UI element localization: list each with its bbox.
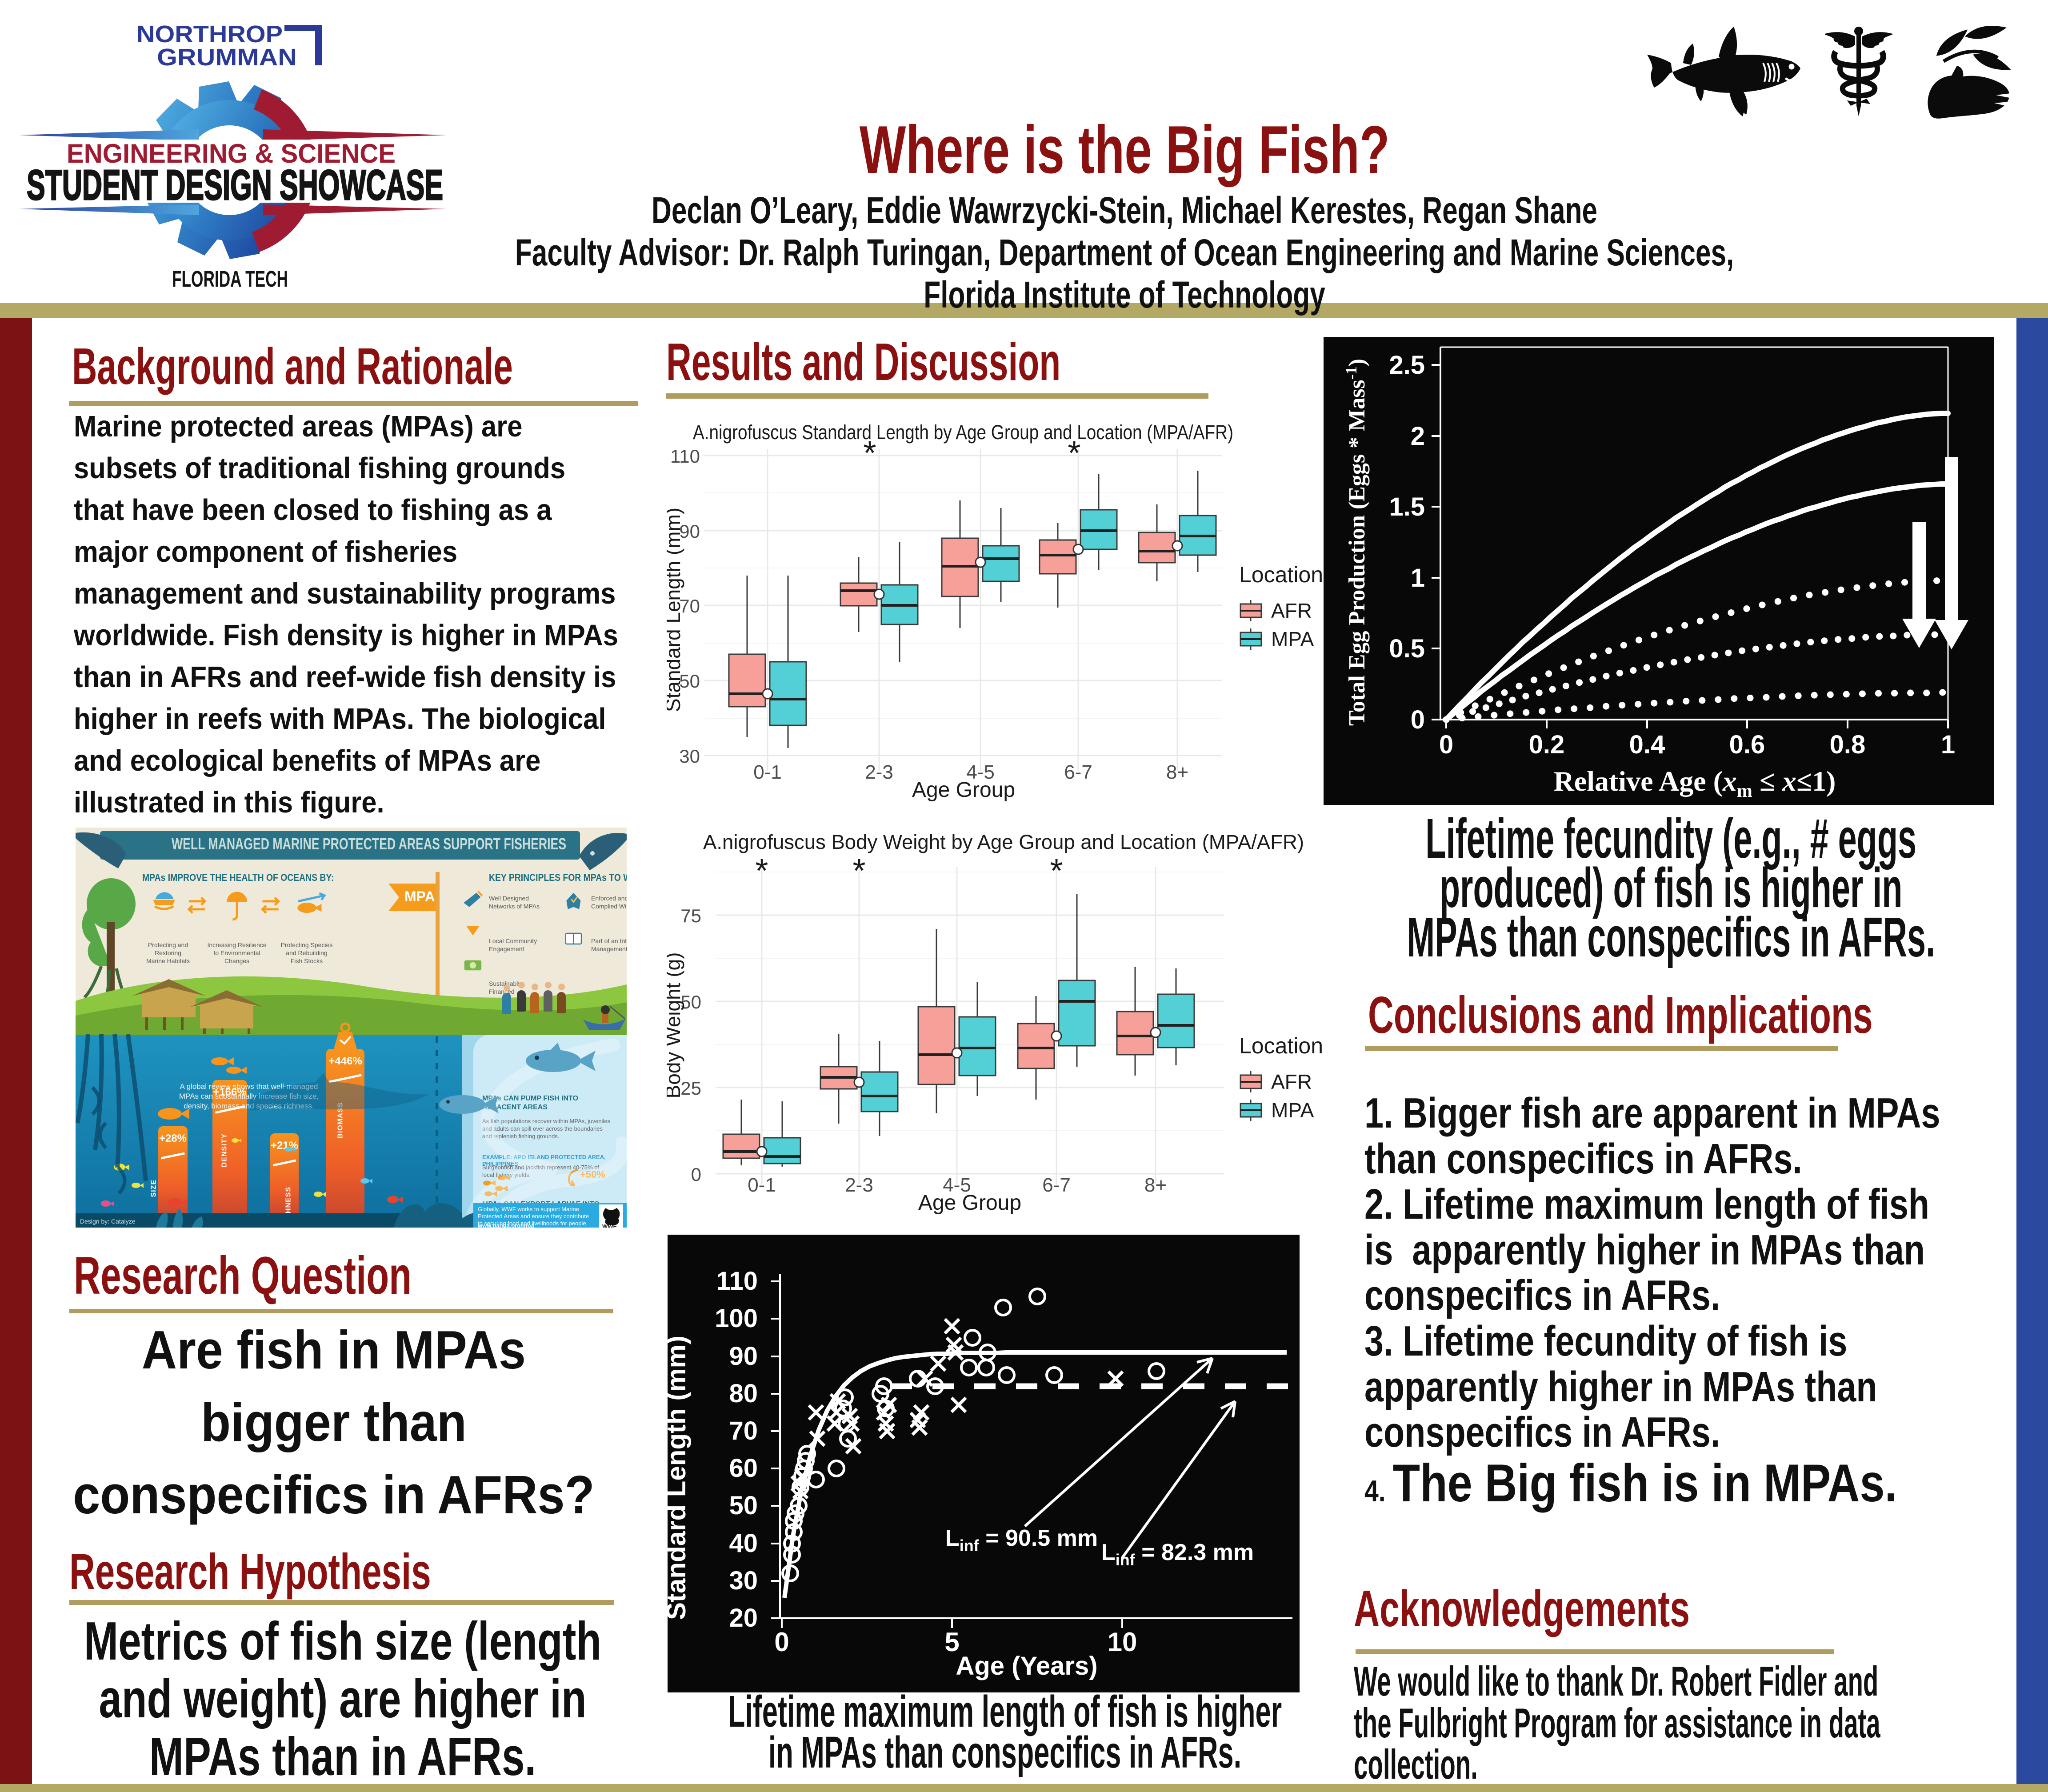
svg-text:*: * (852, 852, 865, 889)
svg-text:2-3: 2-3 (865, 761, 893, 783)
svg-text:Standard Length (mm): Standard Length (mm) (667, 508, 684, 712)
svg-text:100: 100 (715, 1304, 758, 1333)
svg-text:75: 75 (680, 905, 701, 926)
svg-text:2-3: 2-3 (845, 1174, 873, 1196)
svg-text:6-7: 6-7 (1042, 1174, 1071, 1196)
svg-text:NORTHROP: NORTHROP (136, 21, 283, 48)
svg-text:90: 90 (729, 1342, 758, 1371)
svg-text:A.nigrofuscus Standard Length: A.nigrofuscus Standard Length by Age Gro… (693, 421, 1233, 444)
svg-text:50: 50 (680, 992, 701, 1012)
svg-text:0.4: 0.4 (1629, 730, 1665, 759)
svg-text:4-5: 4-5 (943, 1174, 971, 1196)
svg-text:8+: 8+ (1166, 761, 1188, 783)
svg-text:70: 70 (679, 596, 700, 616)
svg-text:AFR: AFR (1271, 599, 1312, 622)
svg-text:ENGINEERING & SCIENCE: ENGINEERING & SCIENCE (67, 139, 396, 168)
svg-text:90: 90 (679, 521, 700, 542)
svg-text:110: 110 (716, 1267, 758, 1296)
svg-text:0.2: 0.2 (1529, 730, 1565, 759)
svg-text:0: 0 (1439, 730, 1453, 759)
svg-text:0.6: 0.6 (1729, 730, 1765, 759)
svg-text:Standard Length (mm): Standard Length (mm) (668, 1336, 691, 1620)
svg-text:50: 50 (679, 671, 700, 692)
svg-text:Body Weight (g): Body Weight (g) (667, 952, 684, 1099)
svg-text:Linf = 82.3 mm: Linf = 82.3 mm (1101, 1540, 1254, 1569)
svg-text:Location: Location (1239, 1033, 1323, 1058)
svg-text:*: * (755, 852, 768, 889)
svg-text:80: 80 (729, 1379, 758, 1408)
svg-text:0.5: 0.5 (1389, 634, 1425, 663)
svg-text:WWF: WWF (602, 1223, 617, 1228)
svg-text:0: 0 (1411, 705, 1425, 734)
svg-text:0: 0 (774, 1627, 789, 1657)
svg-text:20: 20 (729, 1604, 758, 1632)
svg-text:30: 30 (679, 746, 700, 767)
svg-text:*: * (863, 434, 876, 472)
svg-text:5: 5 (944, 1627, 959, 1657)
svg-text:*: * (1068, 434, 1080, 472)
svg-text:110: 110 (670, 446, 700, 467)
svg-text:A.nigrofuscus Body Weight by A: A.nigrofuscus Body Weight by Age Group a… (703, 831, 1304, 853)
svg-text:Age Group: Age Group (912, 778, 1015, 802)
svg-text:25: 25 (680, 1078, 701, 1099)
svg-text:0.8: 0.8 (1830, 730, 1866, 759)
svg-text:0-1: 0-1 (748, 1174, 776, 1196)
svg-text:0-1: 0-1 (753, 761, 782, 783)
svg-text:4-5: 4-5 (966, 761, 995, 783)
svg-text:1: 1 (1941, 730, 1955, 759)
svg-text:Relative Age (xm ≤ x≤1): Relative Age (xm ≤ x≤1) (1554, 765, 1836, 801)
svg-text:10: 10 (1108, 1627, 1137, 1657)
svg-text:*: * (1050, 852, 1063, 889)
svg-text:60: 60 (729, 1454, 758, 1483)
svg-text:MPA: MPA (1271, 628, 1314, 651)
svg-text:1.5: 1.5 (1389, 492, 1425, 521)
svg-text:1: 1 (1411, 564, 1425, 592)
svg-text:40: 40 (729, 1529, 758, 1558)
svg-text:70: 70 (729, 1416, 758, 1445)
svg-text:MPA: MPA (404, 888, 435, 904)
svg-text:Age Group: Age Group (918, 1191, 1021, 1215)
svg-text:0: 0 (691, 1164, 701, 1185)
svg-text:STUDENT DESIGN SHOWCASE: STUDENT DESIGN SHOWCASE (27, 161, 443, 209)
svg-text:8+: 8+ (1144, 1174, 1167, 1196)
svg-text:Age (Years): Age (Years) (956, 1652, 1097, 1680)
svg-text:AFR: AFR (1271, 1070, 1312, 1093)
svg-text:6-7: 6-7 (1064, 761, 1092, 783)
svg-text:MPA: MPA (1271, 1099, 1314, 1122)
svg-text:50: 50 (729, 1491, 758, 1520)
svg-text:2.5: 2.5 (1389, 351, 1425, 380)
svg-text:30: 30 (729, 1566, 758, 1595)
svg-text:Location: Location (1239, 562, 1323, 587)
svg-text:GRUMMAN: GRUMMAN (157, 44, 297, 71)
svg-text:FLORIDA TECH: FLORIDA TECH (172, 266, 288, 292)
svg-text:Total Egg Production (Eggs * M: Total Egg Production (Eggs * Mass-1) (1342, 359, 1370, 726)
svg-text:2: 2 (1411, 422, 1425, 451)
